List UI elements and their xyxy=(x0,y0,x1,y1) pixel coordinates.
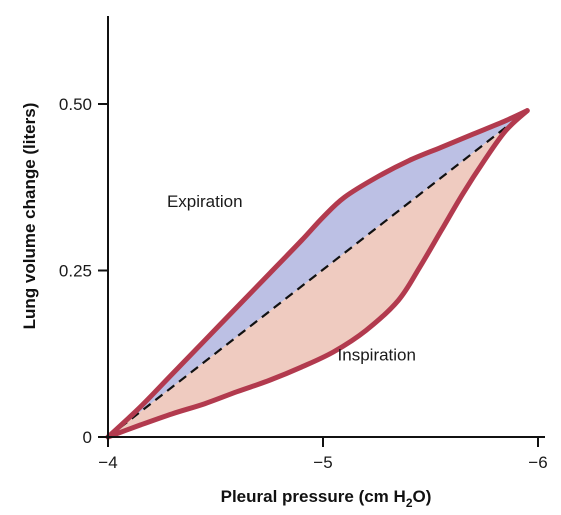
x-tick-label: −4 xyxy=(98,453,117,472)
y-tick-label: 0.50 xyxy=(59,95,92,114)
x-tick-label: −6 xyxy=(528,453,547,472)
x-axis-title: Pleural pressure (cm H2O) xyxy=(221,487,432,510)
axes xyxy=(98,16,545,447)
x-axis-title-subscript: 2 xyxy=(406,496,413,510)
compliance-dashed-line xyxy=(107,109,528,438)
annotation-inspiration: Inspiration xyxy=(338,345,416,364)
x-axis-title-main: Pleural pressure (cm H xyxy=(221,487,406,506)
x-tick-label: −5 xyxy=(313,453,332,472)
annotation-expiration: Expiration xyxy=(167,192,243,211)
inspiration-fill xyxy=(108,110,528,437)
curves xyxy=(105,108,530,440)
y-axis-title: Lung volume change (liters) xyxy=(20,103,39,330)
y-tick-label: 0.25 xyxy=(59,262,92,281)
x-axis-title-end: O) xyxy=(413,487,432,506)
labels: −4 −5 −6 0 0.25 0.50 Pleural pressure (cm H2O)… xyxy=(20,95,548,510)
expiration-curve xyxy=(105,108,530,440)
y-tick-label: 0 xyxy=(83,428,92,447)
inspiration-curve xyxy=(105,108,530,440)
